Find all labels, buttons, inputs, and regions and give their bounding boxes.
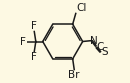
- Text: Cl: Cl: [76, 3, 86, 13]
- Text: F: F: [31, 21, 36, 31]
- Text: S: S: [101, 47, 108, 57]
- Text: F: F: [20, 37, 25, 46]
- Text: C: C: [96, 42, 103, 52]
- Text: N: N: [90, 36, 98, 46]
- Text: Br: Br: [69, 70, 80, 80]
- Text: F: F: [31, 52, 36, 62]
